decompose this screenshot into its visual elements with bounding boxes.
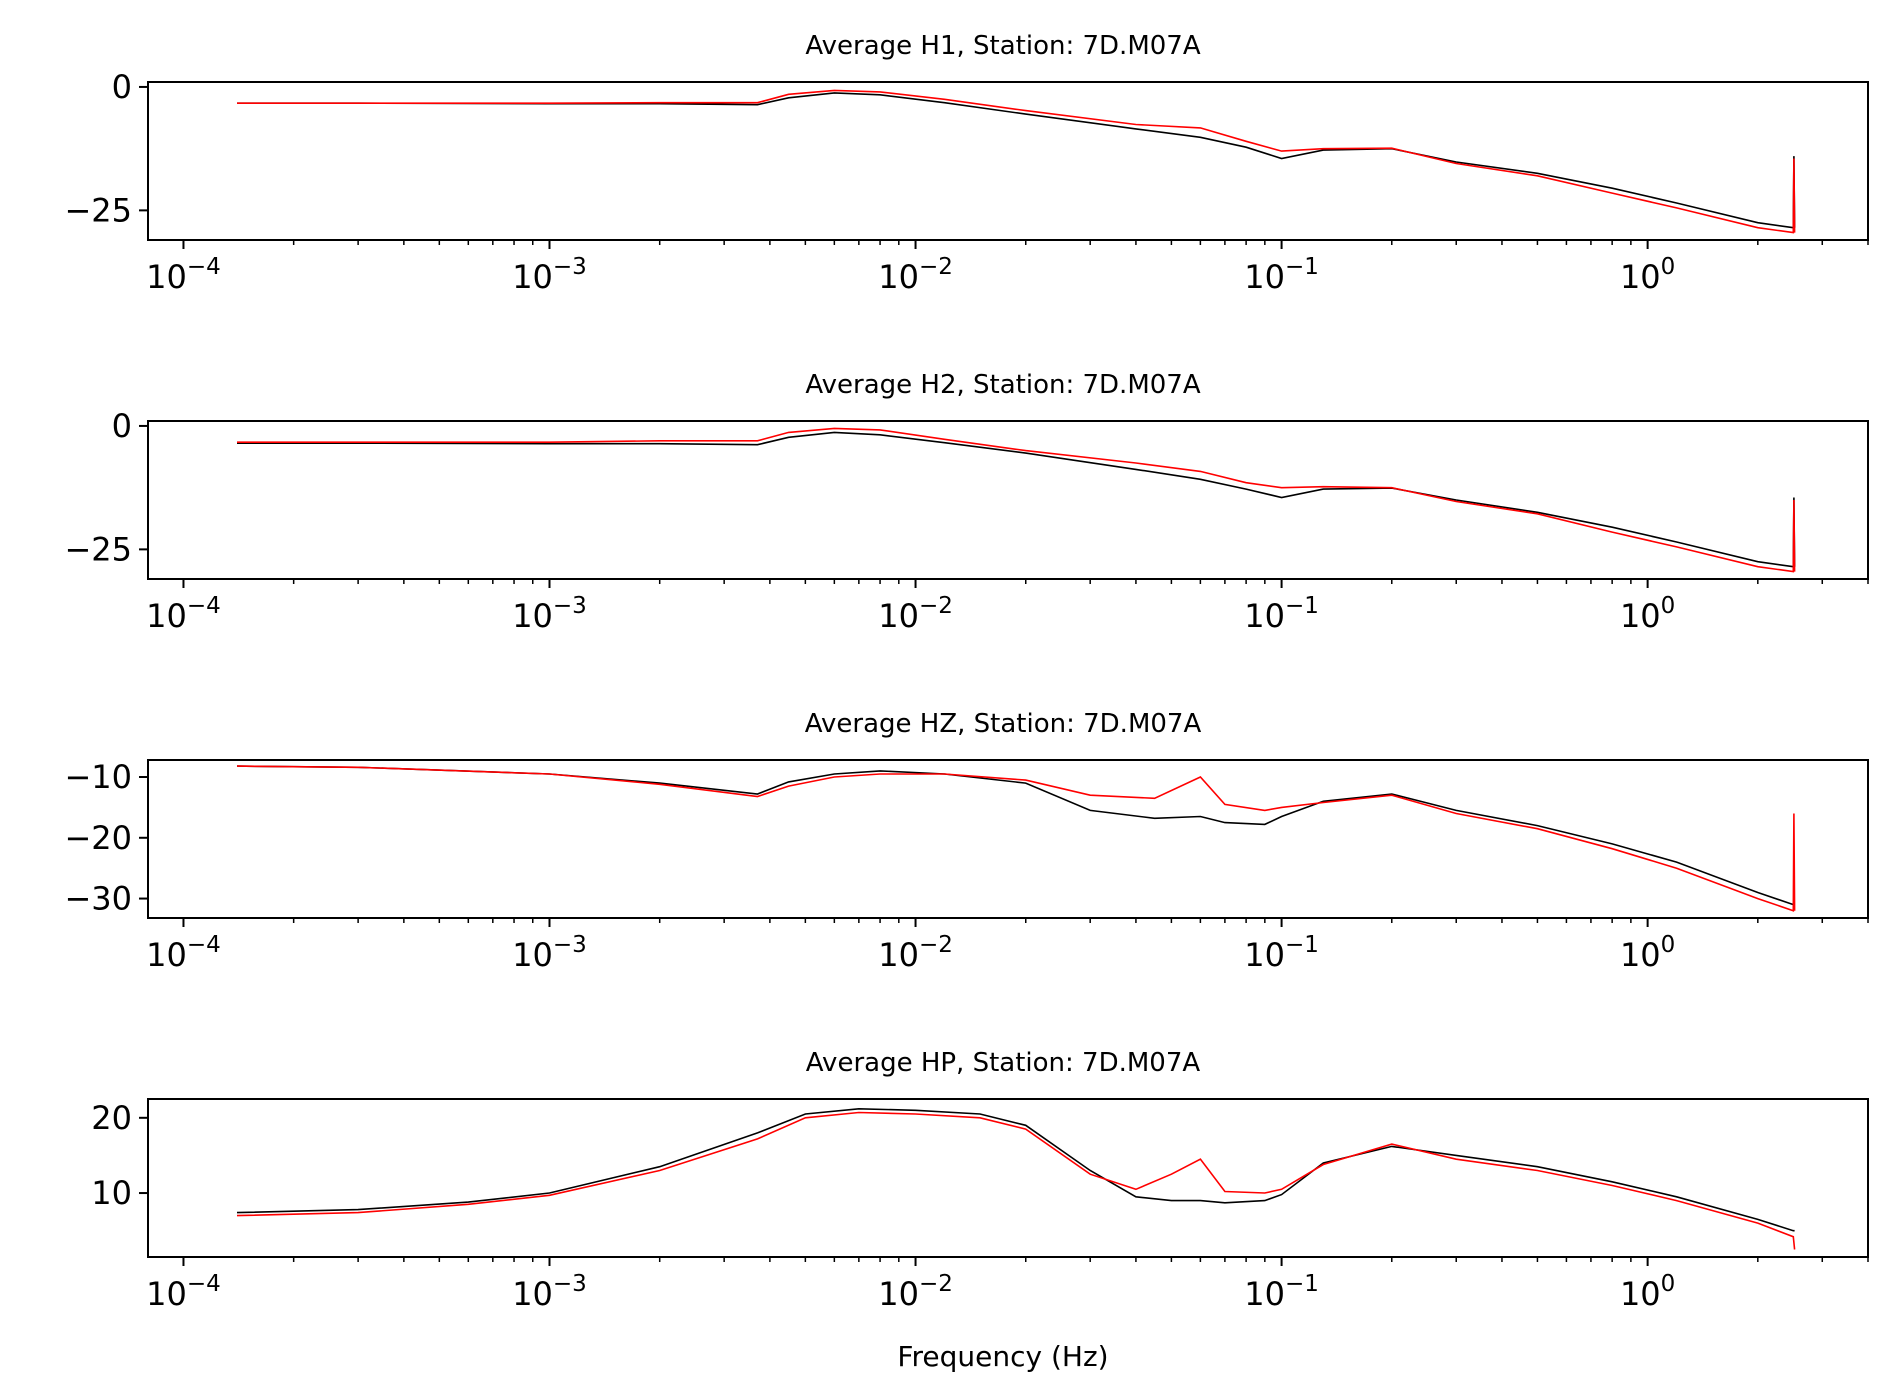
x-tick-label: 10−2 xyxy=(878,932,953,974)
x-tick-label: 10−3 xyxy=(512,1271,587,1313)
y-tick-label: 0 xyxy=(112,407,132,445)
x-tick-label: 10−3 xyxy=(512,254,587,296)
x-tick-label: 10−2 xyxy=(878,254,953,296)
subplot-h1: Average H1, Station: 7D.M07A 10−4 10−3 10−… xyxy=(64,31,1869,296)
x-tick-label: 100 xyxy=(1620,254,1675,296)
y-tick-label: −10 xyxy=(64,758,132,796)
subplot-hz: Average HZ, Station: 7D.M07A 10−4 10−3 10−… xyxy=(64,709,1869,974)
series-line-black xyxy=(237,431,1796,568)
y-tick-label: 20 xyxy=(91,1099,132,1137)
y-tick-label: −20 xyxy=(64,819,132,857)
x-tick-label: 100 xyxy=(1620,593,1675,635)
x-tick-label: 10−4 xyxy=(146,1271,221,1313)
x-tick-label: 10−3 xyxy=(512,932,587,974)
series-line-red xyxy=(236,1111,1796,1250)
series-line-red xyxy=(237,89,1796,234)
x-tick-label: 10−1 xyxy=(1244,254,1319,296)
axes-frame xyxy=(147,420,1869,580)
series-line-red xyxy=(236,765,1796,912)
axes-frame xyxy=(147,759,1869,919)
subplot-title: Average HP, Station: 7D.M07A xyxy=(806,1048,1201,1078)
subplot-title: Average HZ, Station: 7D.M07A xyxy=(805,709,1202,739)
x-tick-label: 10−2 xyxy=(878,593,953,635)
x-tick-label: 10−4 xyxy=(146,593,221,635)
axes-frame xyxy=(147,1098,1869,1258)
y-tick-label: −25 xyxy=(64,191,132,229)
x-tick-label: 10−4 xyxy=(146,254,221,296)
series-line-black xyxy=(236,765,1795,906)
x-axis-label: Frequency (Hz) xyxy=(897,1340,1108,1373)
series-line-black xyxy=(237,92,1796,229)
series-line-red xyxy=(237,427,1796,573)
y-tick-label: 10 xyxy=(91,1174,132,1212)
x-tick-label: 100 xyxy=(1620,1271,1675,1313)
x-tick-label: 10−4 xyxy=(146,932,221,974)
y-tick-label: −25 xyxy=(64,530,132,568)
x-tick-label: 10−1 xyxy=(1244,593,1319,635)
axes-frame xyxy=(147,81,1869,241)
subplot-hp: Average HP, Station: 7D.M07A 10−4 10−3 10−… xyxy=(91,1048,1869,1313)
x-tick-label: 100 xyxy=(1620,932,1675,974)
x-tick-label: 10−3 xyxy=(512,593,587,635)
subplot-title: Average H1, Station: 7D.M07A xyxy=(805,31,1200,61)
y-tick-label: 0 xyxy=(112,68,132,106)
y-tick-label: −30 xyxy=(64,880,132,918)
subplot-title: Average H2, Station: 7D.M07A xyxy=(805,370,1200,400)
x-tick-label: 10−1 xyxy=(1244,1271,1319,1313)
series-line-black xyxy=(236,1107,1795,1232)
subplot-h2: Average H2, Station: 7D.M07A 10−4 10−3 10−… xyxy=(64,370,1869,635)
x-tick-label: 10−2 xyxy=(878,1271,953,1313)
x-tick-label: 10−1 xyxy=(1244,932,1319,974)
